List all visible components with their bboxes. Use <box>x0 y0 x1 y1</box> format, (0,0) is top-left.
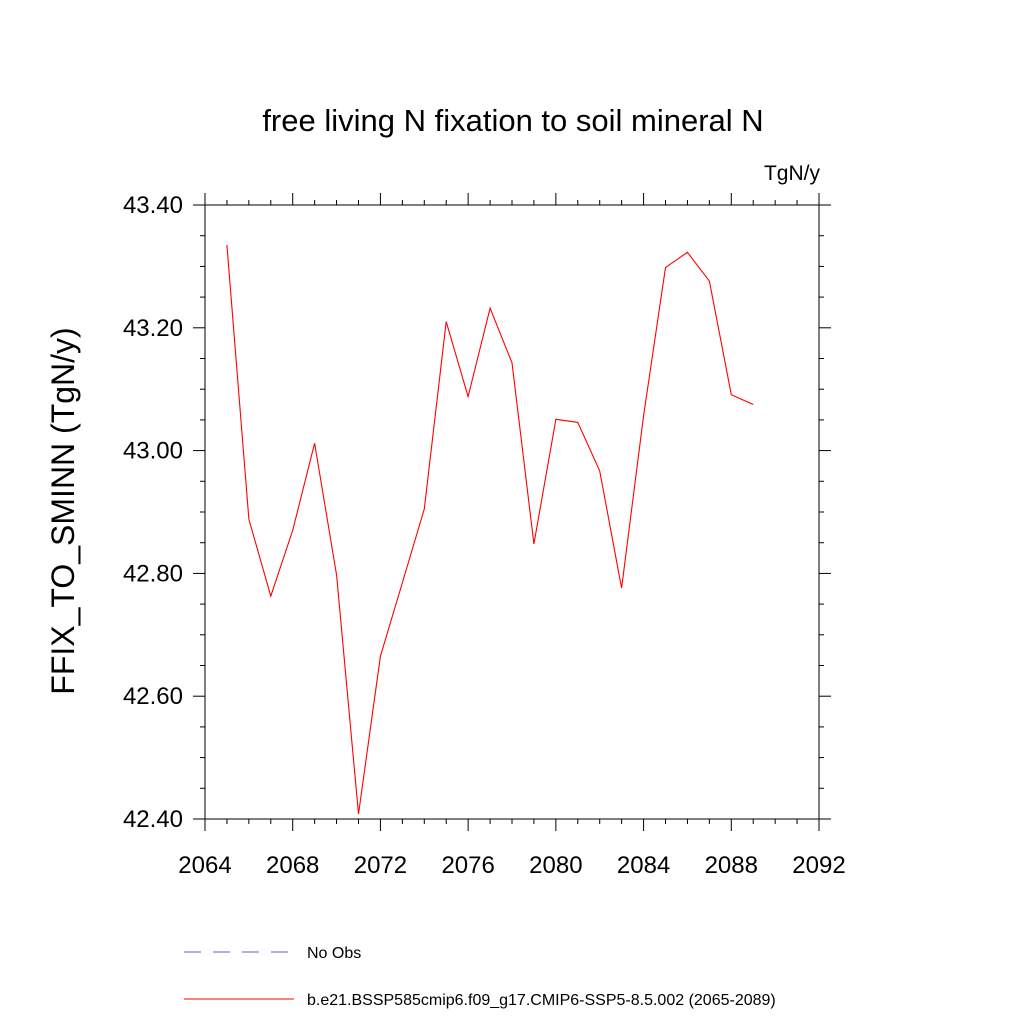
y-tick-label: 43.00 <box>123 438 183 465</box>
legend: No Obs b.e21.BSSP585cmip6.f09_g17.CMIP6-S… <box>184 945 776 1009</box>
series-layer <box>226 244 754 815</box>
x-tick-label: 2068 <box>266 852 319 879</box>
x-tick-label: 2084 <box>617 852 670 879</box>
x-tick-label: 2076 <box>441 852 494 879</box>
y-tick-label: 43.20 <box>123 315 183 342</box>
x-tick-label: 2080 <box>529 852 582 879</box>
chart-title: free living N fixation to soil mineral N <box>262 103 763 138</box>
x-tick-label: 2092 <box>792 852 845 879</box>
y-tick-label: 42.80 <box>123 560 183 587</box>
series-line <box>226 244 754 815</box>
y-tick-label: 42.40 <box>123 806 183 833</box>
y-axis-label: FFIX_TO_SMINN (TgN/y) <box>45 327 81 694</box>
y-tick-label: 42.60 <box>123 683 183 710</box>
axis-ticks: 2064 2068 2072 2076 2080 2084 2088 2092 42.40 42.… <box>123 192 846 879</box>
units-label: TgN/y <box>764 162 821 185</box>
plot-frame <box>204 204 820 820</box>
x-tick-label: 2088 <box>705 852 758 879</box>
y-tick-label: 43.40 <box>123 192 183 219</box>
legend-label: No Obs <box>307 945 361 962</box>
x-tick-label: 2072 <box>354 852 407 879</box>
x-tick-label: 2064 <box>178 852 231 879</box>
legend-label: b.e21.BSSP585cmip6.f09_g17.CMIP6-SSP5-8.… <box>307 992 776 1009</box>
